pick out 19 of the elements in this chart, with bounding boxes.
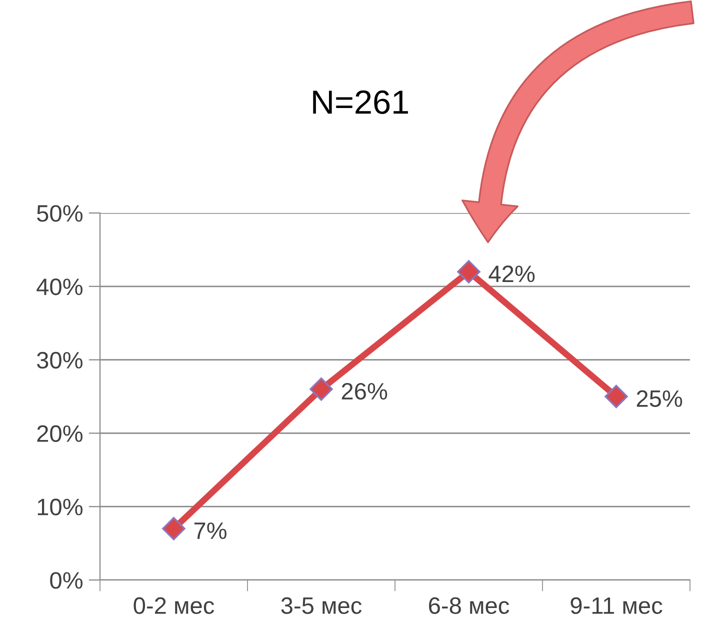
point <box>457 260 480 284</box>
point <box>310 378 333 401</box>
y-tick-label: 10% <box>38 498 82 516</box>
x-tick-label: 0-2 мес <box>134 597 214 614</box>
data-label: 26% <box>342 382 388 400</box>
y-tick-label: 0% <box>50 572 82 589</box>
x-tick-label: 3-5 мес <box>281 597 362 614</box>
y-tick-label: 50% <box>37 205 82 222</box>
point <box>604 384 628 408</box>
point <box>162 516 186 540</box>
data-label: 42% <box>488 266 535 282</box>
x-tick-label: 6-8 мес <box>429 597 510 614</box>
y-tick-label: 20% <box>37 425 82 442</box>
y-tick-label: 40% <box>36 278 82 296</box>
data-label: 25% <box>636 390 682 408</box>
chart-title: N=261 <box>313 90 408 114</box>
y-tick-label: 30% <box>36 352 82 369</box>
x-tick-label: 9-11 мес <box>570 597 662 614</box>
data-label: 7% <box>194 522 226 540</box>
